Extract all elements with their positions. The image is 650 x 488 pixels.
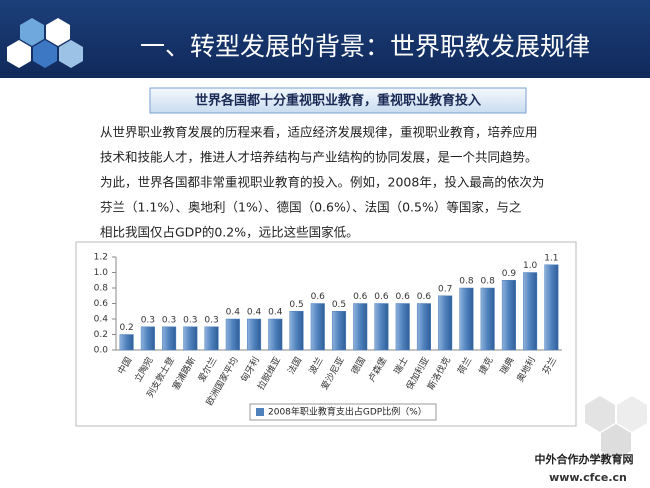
paragraph-line: 相比我国仅占GDP的0.2%，远比这些国家低。 [100, 225, 359, 240]
bar [353, 303, 368, 351]
bar [523, 272, 538, 351]
data-label: 0.6 [353, 292, 368, 302]
watermark-url: www.cfce.cn [549, 471, 627, 484]
y-tick-label: 0.6 [94, 299, 109, 309]
paragraph-line: 从世界职业教育发展的历程来看，适应经济发展规律，重视职业教育，培养应用 [100, 125, 538, 140]
data-label: 0.3 [162, 315, 176, 325]
bar [289, 311, 304, 351]
data-label: 0.6 [311, 292, 326, 302]
bar [140, 326, 155, 351]
bar [225, 318, 240, 351]
bar [247, 318, 262, 351]
header-title: 一、转型发展的背景：世界职教发展规律 [140, 32, 590, 61]
data-label: 1.1 [544, 253, 558, 263]
data-label: 0.8 [481, 277, 496, 287]
bar [395, 303, 410, 351]
data-label: 0.6 [396, 292, 411, 302]
paragraph-line: 为此，世界各国都非常重视职业教育的投入。例如，2008年，投入最高的依次为 [100, 175, 544, 190]
watermark: 中外合作办学教育网 [535, 452, 634, 466]
hexagon-icons [7, 18, 83, 68]
data-label: 0.7 [438, 284, 452, 294]
data-label: 0.5 [289, 300, 303, 310]
bar [331, 311, 347, 351]
y-tick-label: 0.0 [94, 346, 109, 356]
bar [459, 287, 474, 351]
bar [268, 318, 283, 351]
bar [183, 326, 198, 351]
bar [162, 326, 177, 351]
bar [310, 303, 325, 351]
y-tick-label: 0.8 [94, 284, 109, 294]
y-tick-label: 0.2 [94, 330, 108, 340]
data-label: 0.5 [332, 300, 346, 310]
bar [544, 264, 559, 351]
header-band [0, 0, 650, 78]
data-label: 1.0 [523, 261, 538, 271]
data-label: 0.2 [119, 323, 133, 333]
paragraph-line: 芬兰（1.1%）、奥地利（1%）、德国（0.6%）、法国（0.5%）等国家，与之 [100, 200, 522, 215]
paragraph: 从世界职业教育发展的历程来看，适应经济发展规律，重视职业教育，培养应用 技术和技… [100, 125, 544, 240]
data-label: 0.3 [204, 315, 218, 325]
data-label: 0.8 [459, 277, 474, 287]
data-label: 0.9 [502, 269, 517, 279]
bar [119, 334, 134, 351]
bar [438, 295, 453, 351]
bar [480, 287, 495, 351]
y-tick-label: 1.2 [94, 253, 108, 263]
legend-swatch [256, 408, 264, 416]
data-label: 0.3 [141, 315, 155, 325]
legend-label: 2008年职业教育支出占GDP比例（%） [268, 406, 427, 418]
subtitle: 世界各国都十分重视职业教育，重视职业教育投入 [195, 93, 481, 109]
data-label: 0.4 [247, 308, 262, 318]
subtitle-box [149, 87, 527, 114]
data-label: 0.4 [226, 308, 241, 318]
bar [501, 280, 516, 351]
bar [204, 326, 219, 351]
data-label: 0.6 [374, 292, 389, 302]
paragraph-line: 技术和技能人才，推进人才培养结构与产业结构的协同发展，是一个共同趋势。 [100, 150, 538, 165]
data-label: 0.4 [268, 308, 283, 318]
y-tick-label: 0.4 [94, 315, 109, 325]
data-label: 0.6 [417, 292, 432, 302]
y-tick-label: 1.0 [94, 268, 109, 278]
data-label: 0.3 [183, 315, 197, 325]
bar [416, 303, 431, 351]
legend-box [249, 403, 437, 421]
decor-hexagons [585, 396, 647, 460]
bar [374, 303, 389, 351]
